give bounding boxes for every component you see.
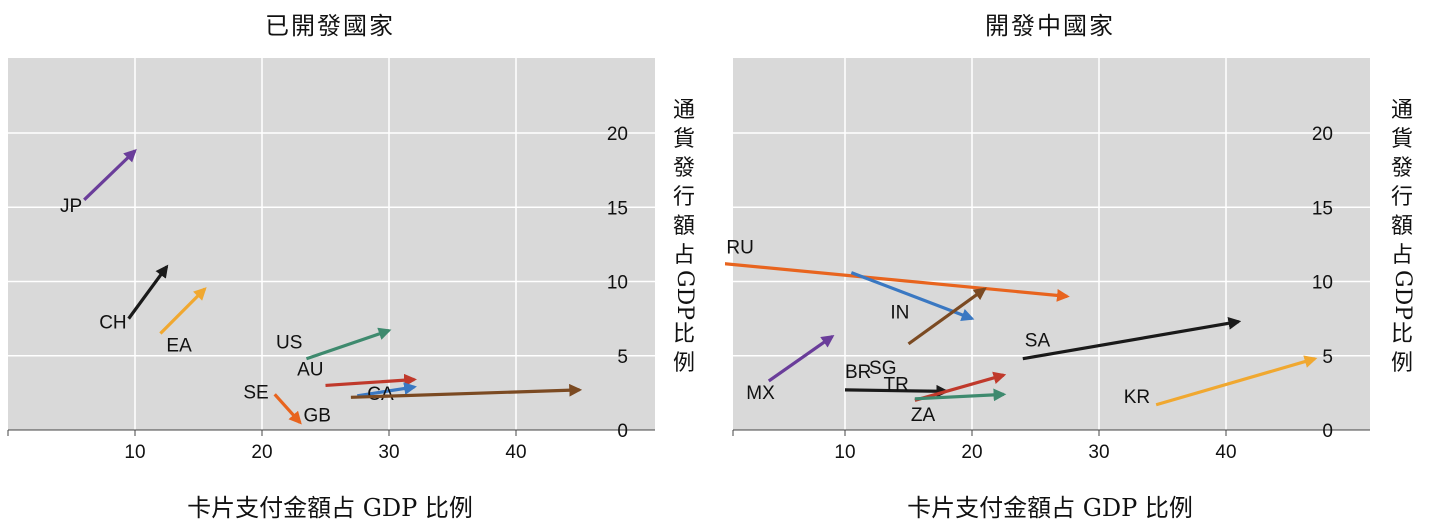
series-label-br: BR [845,362,871,383]
arrow-jp [83,149,137,201]
arrow-ch [127,264,169,320]
y-tick-label: 10 [1312,273,1333,294]
series-label-ea: EA [166,335,192,356]
x-axis-label-developing: 卡片支付金額占 GDP 比例 [907,494,1193,522]
series-label-au: AU [297,359,323,380]
series-label-tr: TR [884,374,909,395]
arrow-se [273,393,302,425]
arrow-au [325,373,417,388]
x-tick-label: 20 [251,442,272,463]
arrow-gb [350,383,583,399]
x-tick-label: 30 [1088,442,1109,463]
series-label-ca: CA [367,384,394,405]
y-tick-label: 0 [617,421,628,442]
y-tick-label: 20 [1312,124,1333,145]
plot-background [733,58,1370,430]
arrow-tr [914,371,1007,402]
chart-developed: 10 20 30 40 0 5 10 15 20 JP CH EA US AU CA GB SE [7,58,655,463]
series-label-sa: SA [1025,331,1051,352]
x-tick-label: 40 [1215,442,1236,463]
arrow-kr [1155,355,1318,407]
series-label-jp: JP [60,196,82,217]
y-tick-label: 5 [617,347,628,368]
series-label-ch: CH [99,313,126,334]
series-label-ru: RU [726,238,753,259]
series-label-se: SE [243,382,268,403]
arrow-ca [357,382,417,398]
series-label-us: US [276,333,302,354]
arrow-mx [767,334,835,383]
y-tick-label: 15 [1312,198,1333,219]
series-label-in: IN [890,303,909,324]
x-tick-label: 20 [961,442,982,463]
y-tick-label: 10 [607,273,628,294]
y-tick-label: 0 [1322,421,1333,442]
x-tick-label: 40 [505,442,526,463]
y-tick-label: 20 [607,124,628,145]
arrow-sg [907,287,987,346]
arrow-ea [159,287,207,335]
series-label-kr: KR [1124,387,1150,408]
x-tick-label: 30 [378,442,399,463]
y-axis-label-developed: 通貨發行額占 GDP 比例 [672,98,697,377]
y-tick-label: 15 [607,198,628,219]
arrow-br [844,384,950,398]
x-tick-label: 10 [834,442,855,463]
arrow-sa [1022,317,1242,361]
plot-background [8,58,655,430]
x-tick-label: 10 [124,442,145,463]
y-axis-label-developing: 通貨發行額占 GDP 比例 [1390,98,1415,377]
y-tick-label: 5 [1322,347,1333,368]
series-label-mx: MX [746,383,775,404]
x-axis-label-developed: 卡片支付金額占 GDP 比例 [187,494,473,522]
arrow-ru [725,262,1070,302]
chart-title-developing: 開發中國家 [985,12,1115,40]
arrow-za [914,388,1007,402]
arrow-us [305,327,392,361]
series-label-za: ZA [911,405,936,426]
series-label-sg: SG [869,358,896,379]
chart-title-developed: 已開發國家 [265,12,395,40]
series-label-gb: GB [303,405,330,426]
